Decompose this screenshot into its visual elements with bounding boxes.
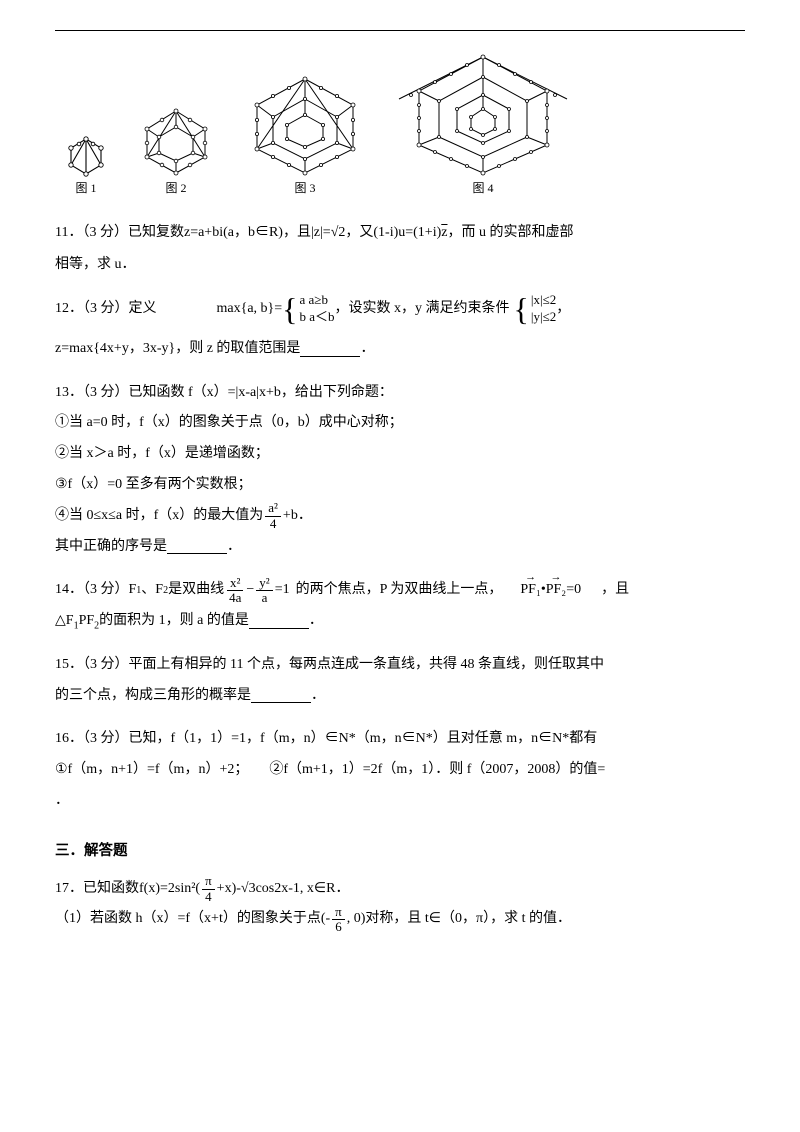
question-14: 14．（3 分）F1、F2是双曲线 x² 4a − y² a =1 的两个焦点，… [55, 575, 745, 638]
q17-pi4-num: π [202, 874, 215, 889]
q14-p5: ，且 [601, 575, 629, 606]
q12-prefix: 12．（3 分）定义 [55, 294, 157, 325]
q14-num2: y² [256, 576, 272, 591]
question-15: 15．（3 分）平面上有相异的 11 个点，每两点连成一条直线，共得 48 条直… [55, 650, 745, 712]
q13-l1: 13．（3 分）已知函数 f（x）=|x-a|x+b，给出下列命题： [55, 378, 745, 409]
q14-frac1: x² 4a [226, 576, 244, 606]
q14-l2c: 的面积为 1，则 a 的值是 [99, 613, 249, 628]
q17-fx: f(x)=2sin²( [139, 874, 200, 905]
q14-den2: a [259, 591, 271, 605]
q14-l2d: ． [309, 613, 323, 628]
section-3-title: 三．解答题 [55, 840, 745, 863]
figure-3: 图 3 [245, 73, 365, 198]
q17-pi4: π 4 [202, 874, 215, 904]
q17-plusx: +x)- [217, 874, 241, 905]
q17-pi6-num: π [332, 905, 345, 920]
q12-line2b: ． [360, 341, 374, 356]
q13-l5a: ④当 0≤x≤a 时，f（x）的最大值为 [55, 501, 263, 532]
q12-maxdef: max{a, b}= [217, 294, 283, 325]
q12-cases-brace: { a a≥b b a＜b [282, 292, 334, 326]
q14-p2: 、F [141, 575, 163, 606]
figure-1: 图 1 [65, 133, 107, 198]
q12-case2: b a＜b [300, 309, 335, 326]
q11-line2: 相等，求 u． [55, 250, 745, 281]
q11-mid2: ，而 u 的实部和虚部 [447, 225, 573, 240]
q16-l1: 16．（3 分）已知，f（1，1）=1，f（m，n）∈N*（m，n∈N*）且对任… [55, 724, 745, 755]
q14-l2b: PF [79, 613, 95, 628]
q12-mid: ，设实数 x，y 满足约束条件 [335, 294, 510, 325]
top-rule [55, 30, 745, 31]
q14-num1: x² [227, 576, 243, 591]
q14-blank [249, 615, 309, 629]
question-12: 12．（3 分）定义 max{a, b}= { a a≥b b a＜b ，设实数… [55, 292, 745, 365]
figure-2: 图 2 [137, 105, 215, 198]
figure-4: 图 4 [395, 49, 571, 198]
q13-frac-den: 4 [267, 517, 280, 531]
q15-l2b: ． [311, 688, 325, 703]
hexagon-med-icon [137, 105, 215, 177]
q13-l5c: ． [298, 501, 312, 532]
q17-rp: , 0) [347, 904, 366, 935]
q14-l2a: △F [55, 613, 74, 628]
q13-l5b: +b [283, 501, 298, 532]
q13-frac: a² 4 [265, 501, 281, 531]
hexagon-small-icon [65, 133, 107, 177]
q16-l2: ①f（m，n+1）=f（m，n）+2； ②f（m+1，1）=2f（m，1）．则 … [55, 755, 745, 786]
q14-p4: 的两个焦点，P 为双曲线上一点， [296, 575, 503, 606]
q14-vec1: PF₁ [520, 575, 540, 606]
q13-l6b: ． [227, 539, 241, 554]
q13-l2: ①当 a=0 时，f（x）的图象关于点（0，b）成中心对称； [55, 408, 745, 439]
q15-blank [251, 689, 311, 703]
q12-cons2: |y|≤2 [531, 309, 556, 326]
q12-line2a: z=max{4x+y，3x-y}，则 z 的取值范围是 [55, 341, 300, 356]
figures-row: 图 1 图 2 [55, 49, 745, 198]
question-13: 13．（3 分）已知函数 f（x）=|x-a|x+b，给出下列命题： ①当 a=… [55, 378, 745, 563]
q14-den1: 4a [226, 591, 244, 605]
q17-p1: 17．已知函数 [55, 874, 139, 905]
q12-cons1: |x|≤2 [531, 292, 556, 309]
question-11: 11．（3 分）已知复数z=a+bi(a，b∈R)，且|z|=√2，又(1-i)… [55, 218, 745, 280]
q14-p3: 是双曲线 [168, 575, 224, 606]
q14-eq0: =0 [566, 582, 581, 597]
q17-l2b: 对称，且 t∈（0，π），求 t 的值． [365, 904, 571, 935]
q17-lp: (- [321, 904, 330, 935]
q12-constraints-brace: { |x|≤2 |y|≤2 [514, 292, 557, 326]
fig4-label: 图 4 [395, 179, 571, 198]
q12-blank [300, 343, 360, 357]
q11-expr1: z=a+bi(a，b∈R)，且|z|= [184, 225, 331, 240]
q14-frac2: y² a [256, 576, 272, 606]
q11-mid1: ，又(1-i)u=(1+i) [345, 225, 441, 240]
fig1-label: 图 1 [65, 179, 107, 198]
q17-pi6: π 6 [332, 905, 345, 935]
q17-cos: cos2x-1, x∈R [256, 874, 336, 905]
q14-p1: 14．（3 分）F [55, 575, 136, 606]
q13-frac-num: a² [265, 501, 281, 516]
q13-l4: ③f（x）=0 至多有两个实数根； [55, 470, 745, 501]
hexagon-xl-icon [395, 49, 571, 177]
q14-eqeq: =1 [275, 575, 290, 606]
q15-l1: 15．（3 分）平面上有相异的 11 个点，每两点连成一条直线，共得 48 条直… [55, 650, 745, 681]
fig3-label: 图 3 [245, 179, 365, 198]
q15-l2a: 的三个点，构成三角形的概率是 [55, 688, 251, 703]
q12-tail: ， [556, 294, 570, 325]
fig2-label: 图 2 [137, 179, 215, 198]
question-17: 17．已知函数 f(x)=2sin²( π 4 +x)-√3cos2x-1, x… [55, 874, 745, 936]
q11-sqrt2: √2 [331, 225, 346, 240]
q17-l2a: （1）若函数 h（x）=f（x+t）的图象关于点 [55, 904, 321, 935]
q16-l3: ． [55, 786, 745, 817]
q17-pi6-den: 6 [332, 920, 345, 934]
q14-minus: − [246, 575, 254, 606]
q13-l3: ②当 x＞a 时，f（x）是递增函数； [55, 439, 745, 470]
hexagon-large-icon [245, 73, 365, 177]
q17-pi4-den: 4 [202, 890, 215, 904]
q13-blank [167, 540, 227, 554]
question-16: 16．（3 分）已知，f（1，1）=1，f（m，n）∈N*（m，n∈N*）且对任… [55, 724, 745, 816]
q17-dot: ． [335, 874, 349, 905]
q13-l6a: 其中正确的序号是 [55, 539, 167, 554]
q12-case1: a a≥b [300, 292, 335, 309]
q11-prefix: 11．（3 分）已知复数 [55, 225, 184, 240]
q17-sqrt3: √3 [241, 874, 256, 905]
q14-vec2: PF₂ [546, 575, 566, 606]
